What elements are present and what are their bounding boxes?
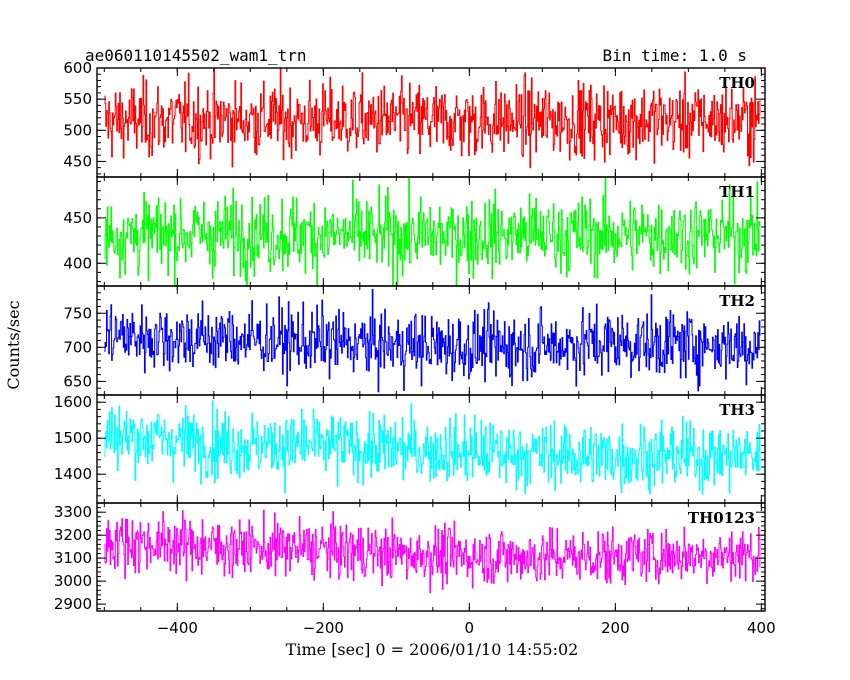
- y-axis-title: Counts/sec: [4, 300, 23, 389]
- y-tick-label: 550: [63, 90, 92, 108]
- x-axis: −400 −200 0 200 400: [157, 619, 776, 637]
- y-tick-label: 450: [63, 209, 92, 227]
- y-tick-label: 700: [63, 338, 92, 356]
- panel-label-th1: TH1: [719, 183, 755, 201]
- x-tick-label: 400: [747, 619, 776, 637]
- panels-group: 450 500 550 600 TH0 400 450 TH1 650 700 750 TH2 1400…: [54, 59, 766, 613]
- panel-th3: 1400 1500 1600 TH3: [54, 393, 766, 504]
- panel-th0: 450 500 550 600 TH0: [63, 59, 766, 178]
- y-tick-label: 1400: [54, 465, 92, 483]
- panel-th1: 400 450 TH1: [63, 176, 766, 287]
- series-line-th0123: [104, 509, 761, 594]
- x-axis-title: Time [sec] 0 = 2006/01/10 14:55:02: [286, 640, 579, 659]
- y-tick-label: 1600: [54, 393, 92, 411]
- panel-label-th0123: TH0123: [688, 509, 755, 527]
- x-tick-label: −200: [303, 619, 344, 637]
- series-line-th0: [104, 68, 761, 169]
- y-tick-label: 500: [63, 121, 92, 139]
- y-tick-label: 650: [63, 372, 92, 390]
- chart-title: ae060110145502_wam1_trn: [85, 46, 307, 65]
- y-tick-label: 3200: [54, 526, 92, 544]
- x-tick-label: 200: [601, 619, 630, 637]
- y-tick-label: 3000: [54, 572, 92, 590]
- y-tick-label: 600: [63, 59, 92, 77]
- panel-label-th0: TH0: [719, 74, 755, 92]
- x-tick-label: 0: [465, 619, 475, 637]
- panel-label-th2: TH2: [719, 292, 755, 310]
- series-line-th2: [104, 288, 761, 393]
- y-tick-label: 3100: [54, 549, 92, 567]
- y-tick-label: 450: [63, 152, 92, 170]
- y-tick-label: 750: [63, 304, 92, 322]
- panel-label-th3: TH3: [719, 401, 755, 419]
- y-tick-label: 2900: [54, 595, 92, 613]
- y-tick-label: 3300: [54, 503, 92, 521]
- x-tick-label: −400: [157, 619, 198, 637]
- y-tick-label: 1500: [54, 429, 92, 447]
- y-tick-label: 400: [63, 254, 92, 272]
- series-line-th1: [104, 177, 761, 286]
- panel-th0123: 2900 3000 3100 3200 3300 TH0123: [54, 502, 766, 613]
- panel-th2: 650 700 750 TH2: [63, 285, 766, 396]
- panel-frame: [96, 502, 766, 612]
- series-line-th3: [104, 400, 761, 495]
- bin-time-label: Bin time: 1.0 s: [603, 46, 748, 65]
